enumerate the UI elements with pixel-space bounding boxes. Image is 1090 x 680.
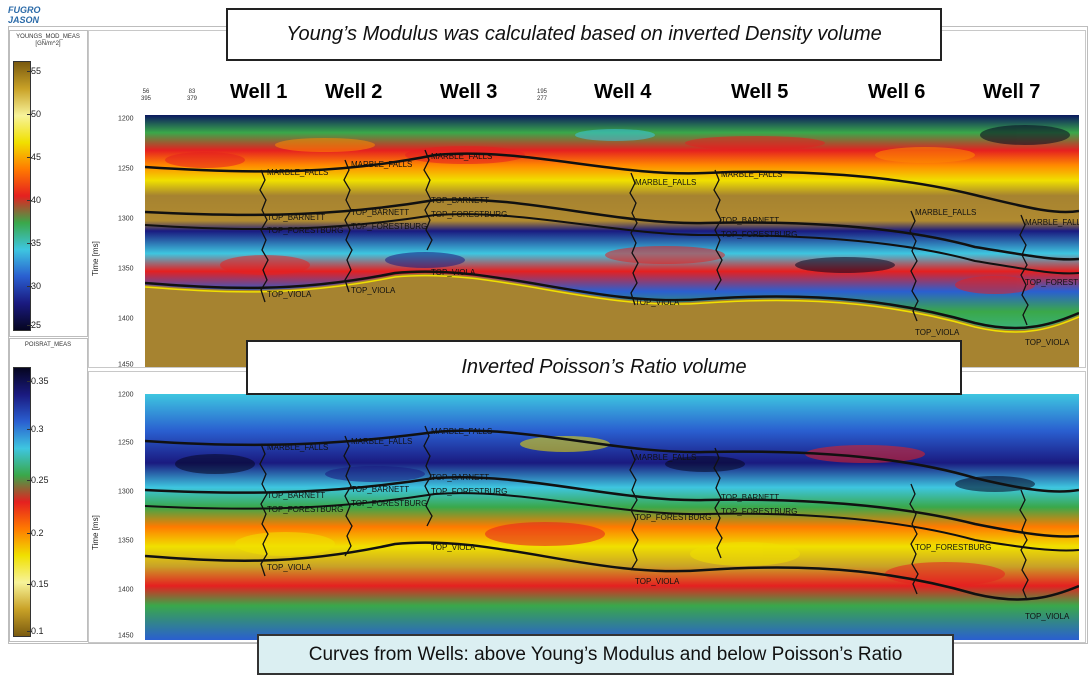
time-tick: 1400 xyxy=(118,315,134,323)
horizon-label: MARBLE_FALLS xyxy=(431,152,492,161)
horizon-label: TOP_VIOLA xyxy=(635,577,680,586)
well-label-3: Well 3 xyxy=(440,81,498,103)
colorbar-tick: 35 xyxy=(26,238,42,248)
horizon-label: TOP_BARNETT xyxy=(431,196,489,205)
horizon-label: MARBLE_FALLS xyxy=(267,443,328,452)
time-tick: 1250 xyxy=(118,439,134,447)
horizon-label: TOP_FORESTBURG xyxy=(431,487,507,496)
colorbar-tick: 0.1 xyxy=(27,626,44,636)
youngs-modulus-section[interactable]: 56 395 83 379 195 277 Well 1 Well 2 Well 3 … xyxy=(88,30,1086,369)
colorbar-tick: 0.35 xyxy=(27,376,49,386)
poissons-ratio-image[interactable]: MARBLE_FALLS MARBLE_FALLS MARBLE_FALLS M… xyxy=(145,394,1079,640)
horizon-label: TOP_FORESTBURG xyxy=(431,210,507,219)
poissons-ratio-section[interactable]: Time [ms] 1200 1250 1300 1350 1400 1450 xyxy=(88,371,1086,643)
well-label-7: Well 7 xyxy=(983,81,1041,103)
horizon-label: TOP_BARNETT xyxy=(351,208,409,217)
youngs-modulus-image[interactable]: MARBLE_FALLS MARBLE_FALLS MARBLE_FALLS M… xyxy=(145,115,1079,367)
colorbar-tick: 45 xyxy=(26,152,42,162)
colorbar-title: POISRAT_MEAS xyxy=(24,342,72,348)
horizon-label: TOP_VIOLA xyxy=(351,286,396,295)
top-annotation-text: Young’s Modulus was calculated based on … xyxy=(286,23,882,45)
time-axis-label: Time [ms] xyxy=(91,515,100,550)
horizon-label: TOP_FORESTBURG xyxy=(721,507,797,516)
horizon-label: TOP_BARNETT xyxy=(431,473,489,482)
top-annotation-box: Young’s Modulus was calculated based on … xyxy=(226,8,942,61)
colorbar-panel-poissons-ratio: POISRAT_MEAS 0.35 0.3 0.25 0.2 0.15 0.1 xyxy=(9,338,88,642)
caption-box: Curves from Wells: above Young’s Modulus… xyxy=(257,634,954,675)
time-tick: 1300 xyxy=(118,215,134,223)
colorbar-tick: 25 xyxy=(26,320,42,330)
horizon-label: TOP_FORESTBURG xyxy=(267,505,343,514)
horizon-label: TOP_FORESTBURG xyxy=(351,499,427,508)
well-label-1: Well 1 xyxy=(230,81,288,103)
time-tick: 1450 xyxy=(118,361,134,369)
time-tick: 1300 xyxy=(118,488,134,496)
colorbar-tick: 40 xyxy=(26,195,42,205)
well-label-4: Well 4 xyxy=(594,81,652,103)
well-label-5: Well 5 xyxy=(731,81,789,103)
trace-number: 83 379 xyxy=(187,89,198,102)
time-tick: 1350 xyxy=(118,537,134,545)
colorbar-tick: 0.2 xyxy=(27,528,44,538)
horizon-label: TOP_VIOLA xyxy=(431,543,476,552)
colorbar-tick: 0.25 xyxy=(27,475,49,485)
horizon-label: TOP_BARNETT xyxy=(721,216,779,225)
colorbar-tick: 30 xyxy=(26,281,42,291)
time-tick: 1450 xyxy=(118,632,134,640)
horizon-label: TOP_VIOLA xyxy=(915,328,960,337)
time-tick: 1400 xyxy=(118,586,134,594)
colorbar-title: YOUNGS_MOD_MEAS [GN/m^2] xyxy=(16,34,80,47)
horizon-label: TOP_FORESTBURG xyxy=(721,230,797,239)
horizon-label: TOP_FORESTBURG xyxy=(267,226,343,235)
well-label-2: Well 2 xyxy=(325,81,383,103)
horizon-label: MARBLE_FALLS xyxy=(267,168,328,177)
horizon-label: TOP_FORESTBURG xyxy=(915,543,991,552)
horizon-label: TOP_BARNETT xyxy=(721,493,779,502)
time-tick: 1350 xyxy=(118,265,134,273)
horizon-label: MARBLE_FALLS xyxy=(431,427,492,436)
horizon-label: TOP_BARNETT xyxy=(351,485,409,494)
colorbar-gradient xyxy=(13,367,31,637)
colorbar-panel-youngs-modulus: YOUNGS_MOD_MEAS [GN/m^2] 55 50 45 40 35 … xyxy=(9,30,88,337)
horizon-label: TOP_VIOLA xyxy=(1025,338,1070,347)
horizon-label: TOP_FORESTBURG xyxy=(1025,278,1079,287)
horizon-label: MARBLE_FALLS xyxy=(635,178,696,187)
time-tick: 1200 xyxy=(118,115,134,123)
horizon-label: MARBLE_FALLS xyxy=(721,170,782,179)
colorbar-gradient xyxy=(13,61,31,331)
horizon-label: TOP_VIOLA xyxy=(1025,612,1070,621)
horizon-label: MARBLE_FALLS xyxy=(351,160,412,169)
horizon-label: MARBLE_FALLS xyxy=(351,437,412,446)
horizon-label: TOP_VIOLA xyxy=(431,268,476,277)
horizon-label: TOP_BARNETT xyxy=(267,491,325,500)
colorbar-tick: 0.15 xyxy=(27,579,49,589)
horizon-label: MARBLE_FALLS xyxy=(915,208,976,217)
middle-annotation-text: Inverted Poisson’s Ratio volume xyxy=(461,356,747,378)
well-label-6: Well 6 xyxy=(868,81,926,103)
colorbar-ticks: 0.35 0.3 0.25 0.2 0.15 0.1 xyxy=(27,367,71,636)
logo-text: FUGRO JASON xyxy=(8,5,41,25)
time-tick: 1200 xyxy=(118,391,134,399)
company-logo: FUGRO JASON xyxy=(8,5,68,25)
horizon-label: TOP_FORESTBURG xyxy=(635,513,711,522)
horizon-label: TOP_VIOLA xyxy=(267,290,312,299)
horizon-label: TOP_FORESTBURG xyxy=(351,222,427,231)
horizon-label: TOP_BARNETT xyxy=(267,213,325,222)
colorbar-tick: 50 xyxy=(26,109,42,119)
horizon-label: TOP_VIOLA xyxy=(267,563,312,572)
trace-number: 56 395 xyxy=(141,89,152,102)
caption-text: Curves from Wells: above Young’s Modulus… xyxy=(308,643,903,665)
trace-number: 195 277 xyxy=(537,89,548,102)
horizon-label: MARBLE_FALLS xyxy=(1025,218,1079,227)
time-tick: 1250 xyxy=(118,165,134,173)
colorbar-tick: 55 xyxy=(26,66,42,76)
time-axis-label: Time [ms] xyxy=(91,241,100,276)
horizon-label: TOP_VIOLA xyxy=(635,298,680,307)
colorbar-ticks: 55 50 45 40 35 30 25 xyxy=(26,61,71,330)
middle-annotation-box: Inverted Poisson’s Ratio volume xyxy=(246,340,962,395)
horizon-label: MARBLE_FALLS xyxy=(635,453,696,462)
colorbar-tick: 0.3 xyxy=(27,424,44,434)
